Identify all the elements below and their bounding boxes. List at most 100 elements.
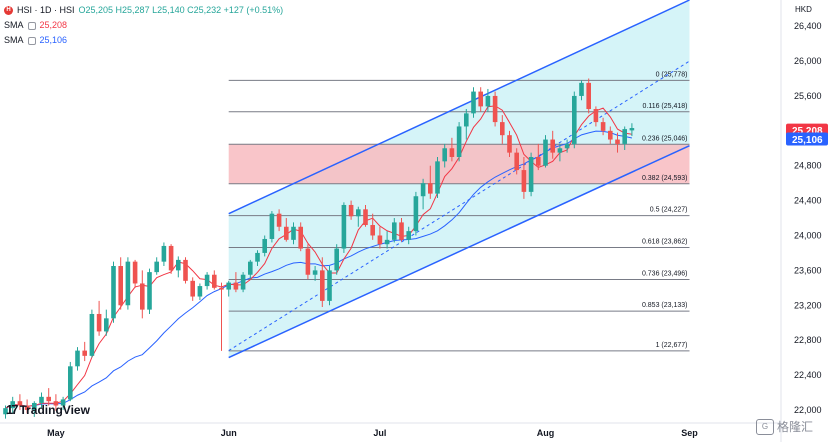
candle bbox=[96, 300, 102, 336]
candle bbox=[384, 231, 390, 249]
candle bbox=[399, 218, 404, 242]
candle bbox=[161, 242, 167, 267]
fib-level-label: 0.116 (25,418) bbox=[642, 103, 687, 110]
candle-body bbox=[442, 148, 447, 162]
candle-body bbox=[39, 396, 44, 403]
candle-body bbox=[557, 148, 563, 153]
candle bbox=[82, 341, 87, 362]
candle-body bbox=[471, 91, 476, 114]
candle-body bbox=[564, 143, 570, 149]
candle bbox=[190, 277, 195, 301]
candle bbox=[471, 87, 476, 118]
candle bbox=[75, 347, 80, 371]
candle bbox=[183, 257, 188, 284]
price-tick-label: 22,800 bbox=[794, 335, 822, 345]
candle bbox=[456, 122, 462, 162]
settings-icon[interactable] bbox=[27, 21, 36, 30]
candle-body bbox=[507, 135, 512, 153]
candle bbox=[572, 91, 577, 149]
candle-body bbox=[572, 95, 577, 144]
candle-body bbox=[96, 313, 102, 332]
candle bbox=[226, 280, 231, 297]
candle-body bbox=[154, 261, 159, 273]
candle bbox=[284, 218, 289, 242]
candle bbox=[600, 117, 606, 136]
tradingview-wordmark: TradingView bbox=[19, 402, 90, 417]
sma-slow-value: 25,106 bbox=[39, 35, 68, 45]
candle bbox=[464, 109, 469, 140]
candle bbox=[521, 156, 527, 199]
sma-slow-line bbox=[5, 130, 633, 409]
candle-body bbox=[53, 401, 59, 406]
candle-body bbox=[406, 231, 411, 240]
candle-body bbox=[521, 170, 527, 192]
candle bbox=[68, 361, 73, 402]
candle bbox=[528, 152, 534, 197]
price-tick-label: 22,400 bbox=[794, 370, 822, 380]
candle-body bbox=[190, 280, 195, 297]
watermark: G 格隆汇 bbox=[756, 418, 813, 435]
candle-body bbox=[327, 270, 332, 301]
candle-body bbox=[413, 196, 419, 232]
candle bbox=[500, 115, 505, 144]
candle bbox=[442, 143, 447, 168]
sma-fast-value: 25,208 bbox=[39, 20, 68, 30]
candle bbox=[392, 218, 397, 243]
legend-symbol-row[interactable]: H HSI · 1D · HSI O25,205 H25,287 L25,140… bbox=[4, 3, 283, 18]
candle-body bbox=[168, 245, 174, 271]
candle-body bbox=[435, 161, 440, 194]
candle-body bbox=[500, 122, 505, 136]
candle bbox=[485, 88, 491, 112]
candle bbox=[132, 259, 138, 288]
candle-body bbox=[377, 235, 383, 245]
candle-body bbox=[132, 261, 138, 284]
candle-body bbox=[420, 183, 426, 197]
legend-sma-slow[interactable]: SMA 25,106 bbox=[4, 33, 283, 48]
settings-icon[interactable] bbox=[27, 36, 36, 45]
candle-body bbox=[428, 183, 433, 194]
candle bbox=[579, 80, 584, 101]
time-tick-label: Jul bbox=[373, 428, 386, 438]
candle-body bbox=[305, 248, 311, 275]
sma-slow-label: SMA bbox=[4, 35, 24, 45]
candle bbox=[176, 256, 181, 278]
candle bbox=[204, 272, 210, 290]
candle-body bbox=[284, 226, 289, 240]
fib-level-label: 0.236 (25,046) bbox=[642, 135, 688, 142]
fib-level-label: 0.382 (24,593) bbox=[642, 175, 688, 182]
candle bbox=[557, 143, 563, 162]
candle bbox=[478, 87, 483, 112]
candle-body bbox=[118, 266, 123, 306]
fib-level-label: 0.5 (24,227) bbox=[650, 207, 688, 214]
candle-body bbox=[586, 82, 591, 110]
sma-fast-label: SMA bbox=[4, 20, 24, 30]
candle-body bbox=[212, 274, 217, 288]
candle bbox=[622, 126, 627, 151]
candle-body bbox=[291, 226, 296, 240]
candle bbox=[334, 244, 339, 275]
candle bbox=[449, 137, 455, 162]
channel-mid-line bbox=[228, 60, 690, 352]
candle-body bbox=[528, 156, 534, 192]
symbol-title[interactable]: HSI · 1D · HSI bbox=[17, 5, 75, 15]
fib-level-label: 0 (25,778) bbox=[656, 71, 688, 78]
candle bbox=[615, 132, 620, 153]
time-tick-label: Sep bbox=[681, 428, 698, 438]
candle-body bbox=[334, 248, 339, 271]
candle bbox=[197, 283, 203, 301]
tradingview-logo[interactable]: 17 TradingView bbox=[6, 402, 90, 417]
time-tick-label: May bbox=[47, 428, 65, 438]
hsi-logo-icon: H bbox=[4, 6, 13, 15]
candle bbox=[428, 165, 433, 199]
candle bbox=[240, 272, 246, 293]
currency-label[interactable]: HKD bbox=[795, 5, 812, 14]
candle-body bbox=[111, 266, 116, 319]
candle-body bbox=[248, 261, 253, 275]
candle-body bbox=[399, 222, 404, 240]
candle bbox=[564, 139, 570, 153]
legend-sma-fast[interactable]: SMA 25,208 bbox=[4, 18, 283, 33]
candle bbox=[320, 257, 325, 308]
candle bbox=[363, 204, 368, 227]
